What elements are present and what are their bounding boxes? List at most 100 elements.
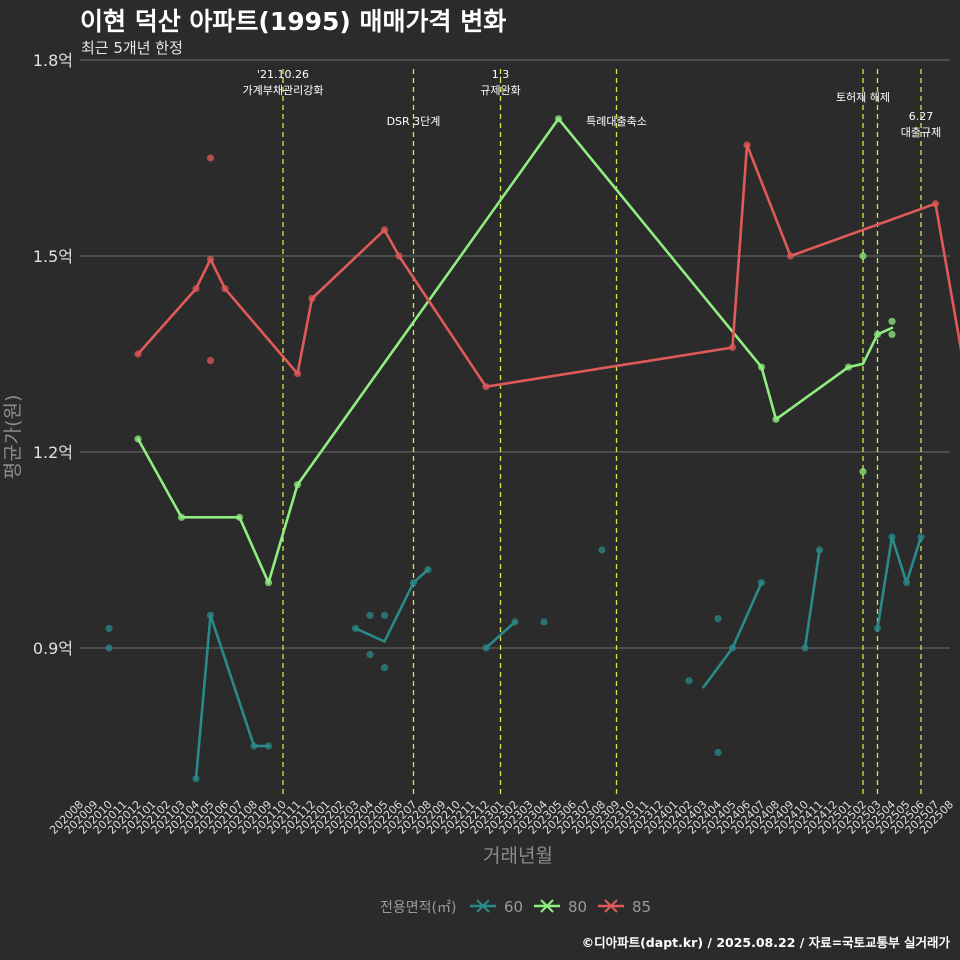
data-point-80 bbox=[554, 115, 563, 123]
data-point-60 bbox=[366, 650, 374, 659]
data-point-80 bbox=[772, 415, 780, 423]
x-axis-ticks: 2020082020092020102020112020122021012021… bbox=[47, 798, 956, 837]
data-point-60 bbox=[714, 748, 722, 757]
series-85 bbox=[134, 141, 960, 391]
data-point-85 bbox=[206, 154, 215, 162]
data-point-80 bbox=[264, 579, 273, 587]
data-point-60 bbox=[598, 546, 606, 554]
annotation-label: 가계부채관리강화 bbox=[243, 84, 324, 97]
data-point-85 bbox=[380, 226, 389, 234]
data-point-60 bbox=[380, 611, 389, 619]
data-point-85 bbox=[743, 141, 751, 149]
data-point-60 bbox=[685, 677, 693, 685]
annotation-label: DSR 3단계 bbox=[387, 115, 441, 128]
data-point-60 bbox=[511, 618, 519, 626]
y-axis-ticks: 0.9억 1.2억 1.5억 1.8억 bbox=[33, 51, 73, 658]
annotation-label: 규제완화 bbox=[480, 84, 520, 97]
series-line-60 bbox=[702, 581, 763, 689]
data-point-85 bbox=[482, 383, 490, 391]
data-point-85 bbox=[786, 252, 795, 260]
data-point-60 bbox=[714, 615, 722, 623]
legend: 전용면적(㎡) 60 80 85 bbox=[380, 898, 651, 916]
data-point-60 bbox=[728, 644, 737, 652]
legend-label-85: 85 bbox=[632, 898, 651, 916]
data-point-85 bbox=[206, 255, 215, 263]
series-line-60 bbox=[354, 568, 430, 643]
data-point-60 bbox=[424, 566, 432, 574]
series-line-80 bbox=[136, 117, 894, 585]
data-point-80 bbox=[859, 252, 867, 260]
data-point-80 bbox=[844, 363, 853, 371]
data-point-60 bbox=[206, 611, 215, 619]
data-point-85 bbox=[206, 356, 215, 365]
x-axis-label: 거래년월 bbox=[483, 845, 553, 867]
grid bbox=[80, 59, 950, 649]
data-point-80 bbox=[873, 330, 882, 338]
data-point-60 bbox=[540, 618, 548, 626]
legend-mark-80 bbox=[540, 899, 554, 913]
series-line-60 bbox=[194, 613, 270, 781]
data-point-85 bbox=[308, 294, 316, 303]
data-point-80 bbox=[177, 513, 186, 521]
annotation-label: 토허제 해제 bbox=[836, 90, 890, 104]
series-line-60 bbox=[484, 620, 517, 650]
data-point-60 bbox=[917, 533, 925, 541]
y-tick-label: 1.8억 bbox=[33, 51, 73, 70]
data-point-60 bbox=[105, 624, 113, 633]
data-point-60 bbox=[801, 644, 809, 652]
data-point-60 bbox=[757, 579, 766, 587]
legend-title: 전용면적(㎡) bbox=[380, 900, 456, 916]
series-line-60 bbox=[876, 535, 923, 630]
series-80 bbox=[134, 115, 896, 587]
data-point-80 bbox=[859, 468, 867, 476]
data-point-60 bbox=[815, 546, 824, 554]
source-caption: ©디아파트(dapt.kr) / 2025.08.22 / 자료=국토교통부 실… bbox=[582, 935, 951, 950]
data-point-85 bbox=[192, 285, 200, 293]
data-point-60 bbox=[873, 624, 882, 633]
data-point-60 bbox=[409, 579, 418, 587]
chart-title: 이현 덕산 아파트(1995) 매매가격 변화 bbox=[80, 7, 506, 36]
y-tick-label: 1.2억 bbox=[33, 443, 73, 462]
data-point-60 bbox=[888, 533, 896, 541]
data-point-60 bbox=[192, 775, 200, 783]
legend-label-80: 80 bbox=[568, 898, 587, 916]
data-point-80 bbox=[293, 481, 302, 489]
data-point-85 bbox=[134, 350, 142, 358]
legend-label-60: 60 bbox=[504, 898, 523, 916]
data-point-60 bbox=[351, 624, 360, 633]
data-point-60 bbox=[902, 579, 911, 587]
y-tick-label: 1.5억 bbox=[33, 247, 73, 266]
y-tick-label: 0.9억 bbox=[33, 639, 73, 658]
annotation-label: 대출규제 bbox=[901, 126, 941, 139]
y-axis-label: 평균가(원) bbox=[2, 395, 24, 480]
data-point-85 bbox=[221, 285, 229, 293]
data-point-85 bbox=[293, 370, 302, 378]
data-point-60 bbox=[482, 644, 490, 652]
data-point-80 bbox=[888, 330, 896, 338]
data-point-60 bbox=[105, 644, 113, 652]
annotation-label: '21.10.26 bbox=[257, 68, 309, 81]
annotation-label: 1.3 bbox=[492, 68, 510, 81]
data-point-60 bbox=[264, 742, 273, 750]
annotation-label: 6.27 bbox=[909, 110, 934, 123]
data-point-60 bbox=[250, 742, 258, 750]
data-point-85 bbox=[395, 252, 403, 260]
data-point-80 bbox=[235, 513, 244, 521]
data-point-60 bbox=[366, 611, 374, 619]
annotation-label: 특례대출축소 bbox=[586, 115, 647, 128]
data-point-80 bbox=[134, 435, 142, 443]
series-60 bbox=[105, 533, 925, 783]
data-point-85 bbox=[931, 200, 940, 208]
data-point-80 bbox=[888, 317, 896, 325]
data-point-85 bbox=[728, 343, 737, 352]
series-line-60 bbox=[803, 548, 821, 650]
data-point-60 bbox=[380, 664, 389, 672]
legend-mark-85 bbox=[604, 899, 618, 913]
series-line-85 bbox=[136, 143, 960, 389]
chart-subtitle: 최근 5개년 한정 bbox=[81, 39, 183, 57]
data-point-80 bbox=[757, 363, 766, 371]
series bbox=[105, 115, 960, 783]
legend-mark-60 bbox=[476, 899, 490, 913]
